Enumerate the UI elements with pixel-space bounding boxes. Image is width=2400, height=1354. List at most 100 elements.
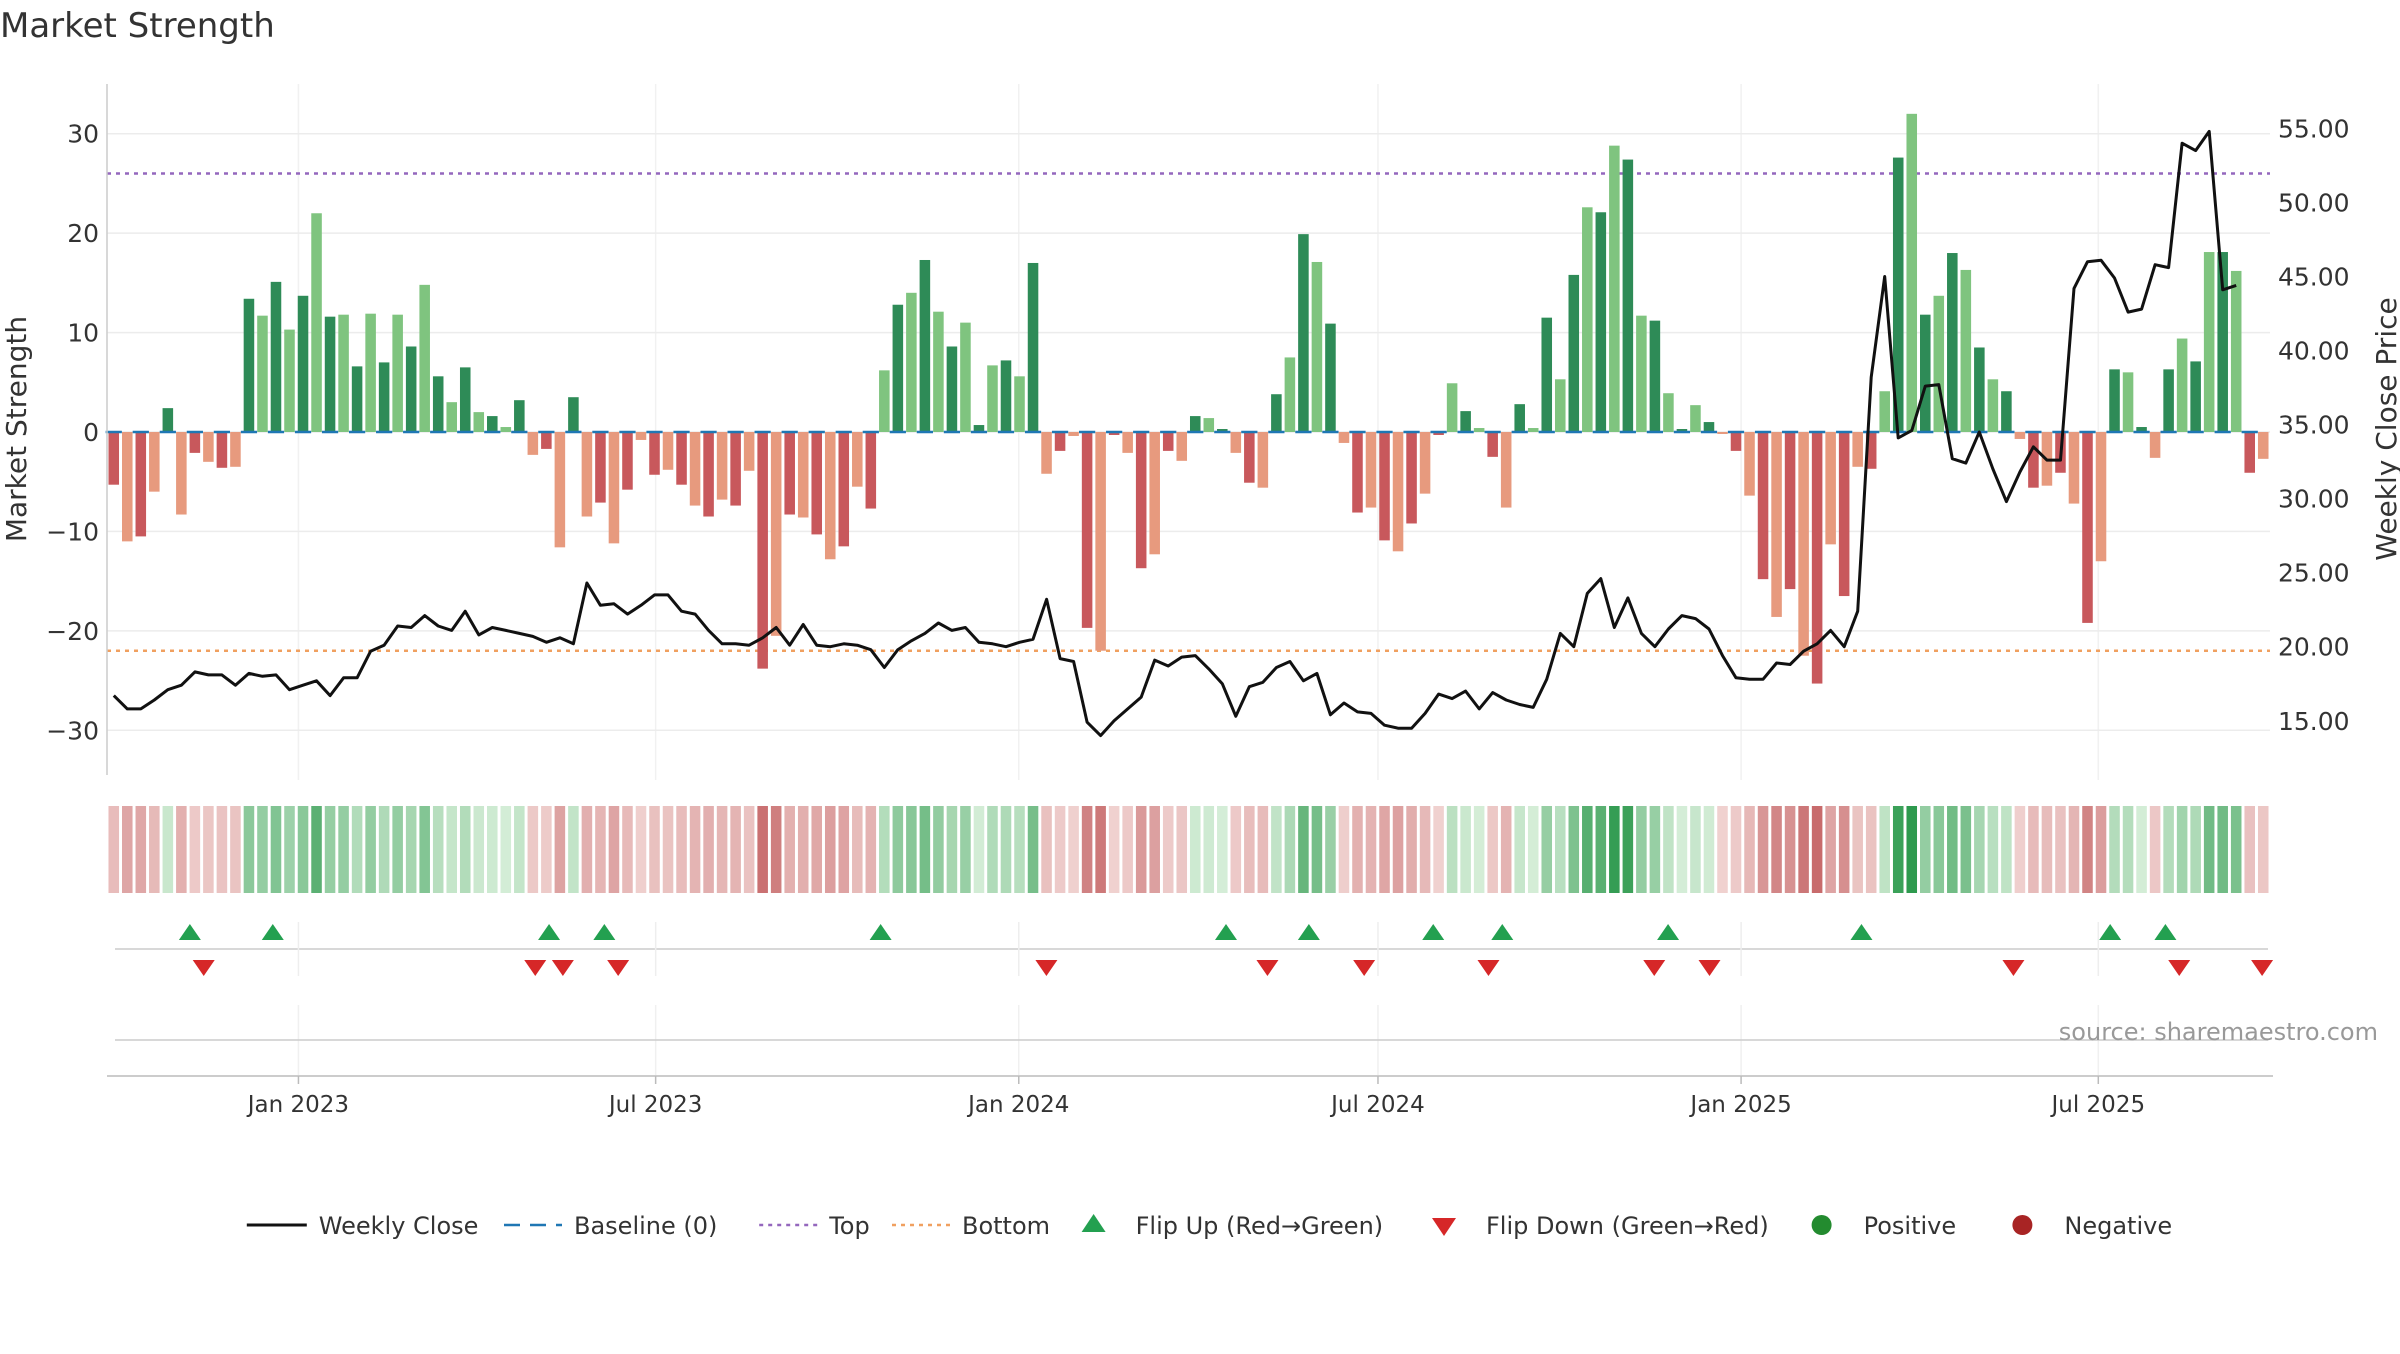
heat-cell (1811, 806, 1823, 893)
strength-bar (1338, 432, 1350, 443)
heat-cell (933, 806, 944, 893)
heat-cell (1960, 806, 1972, 893)
heat-cell (122, 806, 133, 893)
strength-bar (1852, 432, 1863, 467)
heat-cell (1365, 806, 1377, 893)
y-axis-label-right: Weekly Close Price (2370, 297, 2400, 560)
heat-cell (946, 806, 958, 893)
flip-up-marker (1297, 924, 1320, 940)
strength-bar (716, 432, 728, 500)
heat-cell (108, 806, 120, 893)
heat-cell (149, 806, 160, 893)
strength-bar (1514, 404, 1525, 432)
strength-bar (1176, 432, 1188, 461)
legend-item: Top (759, 1212, 870, 1240)
strength-bar (946, 346, 958, 432)
strength-bar (1771, 432, 1782, 617)
heat-cell (1203, 806, 1215, 893)
strength-bar (1244, 432, 1255, 483)
heat-cell (838, 806, 850, 893)
heat-cell (568, 806, 579, 893)
strength-bar (392, 314, 403, 432)
strength-bar (1095, 432, 1106, 651)
heat-cell (2149, 806, 2161, 893)
heat-cell (284, 806, 295, 893)
strength-bar (2136, 427, 2147, 432)
heat-cell (270, 806, 282, 893)
heat-cell (865, 806, 877, 893)
heat-cell (1906, 806, 1918, 893)
strength-bar (473, 412, 485, 432)
heat-cell (635, 806, 647, 893)
flip-down-marker (1477, 960, 1500, 976)
heat-cell (1649, 806, 1661, 893)
strength-bar (2176, 338, 2188, 432)
weekly-close-line (112, 129, 2237, 738)
strength-bar (1203, 418, 1215, 432)
heat-cell (541, 806, 552, 893)
strength-bar (1419, 432, 1431, 494)
strength-bar (1500, 432, 1512, 508)
flip-up-marker (1422, 924, 1445, 940)
strength-bar (2190, 361, 2201, 432)
strength-bar (1960, 269, 1972, 432)
strength-bar (743, 432, 755, 471)
strength-bar (311, 213, 322, 432)
heat-cell (459, 806, 471, 893)
legend-swatch-triangle-up (1081, 1214, 1106, 1232)
heat-cell (797, 806, 809, 893)
strength-bar (270, 281, 282, 432)
strength-bar (514, 400, 525, 432)
strength-bar (324, 316, 336, 432)
strength-bar (622, 432, 633, 490)
flip-up-marker (2154, 924, 2177, 940)
heat-cell (2055, 806, 2066, 893)
strength-bar (770, 432, 782, 636)
heat-cell (1541, 806, 1553, 893)
heat-cell (757, 806, 768, 893)
heat-cell (1257, 806, 1269, 893)
heat-cell (1081, 806, 1093, 893)
strength-bar (1162, 432, 1174, 451)
strength-bar (2001, 391, 2012, 432)
strength-bar (2217, 252, 2228, 432)
heat-cell (2203, 806, 2215, 893)
strength-bar (162, 408, 174, 432)
legend: Weekly Close Baseline (0) Top Bottom Flip Up… (246, 1212, 2172, 1240)
strength-bar (1081, 432, 1093, 628)
strength-bar (1879, 391, 1890, 432)
heat-cell (608, 806, 620, 893)
heat-cell (743, 806, 755, 893)
heat-cell (1122, 806, 1133, 893)
flip-markers (115, 922, 2274, 976)
strength-bar (2244, 432, 2255, 473)
heat-cell (2257, 806, 2269, 893)
flip-up-marker (593, 924, 616, 940)
strength-heat-strip (108, 806, 2269, 893)
strength-bar (973, 425, 985, 432)
strength-bar (2149, 432, 2161, 458)
flip-up-marker (1850, 924, 1873, 940)
heat-cell (1419, 806, 1431, 893)
strength-bar (446, 402, 458, 432)
heat-cell (1919, 806, 1931, 893)
strength-bar (581, 432, 593, 517)
heat-cell (1744, 806, 1755, 893)
heat-cell (716, 806, 728, 893)
strength-bar (257, 315, 268, 432)
x-tick-label: Jul 2025 (2049, 1092, 2145, 1118)
legend-label: Weekly Close (319, 1212, 479, 1240)
chart-title: Market Strength (0, 6, 275, 46)
heat-cell (2082, 806, 2093, 893)
heat-cell (973, 806, 985, 893)
heat-cell (919, 806, 931, 893)
flip-up-marker (538, 924, 561, 940)
strength-bar (1041, 432, 1052, 474)
strength-bar (1027, 262, 1039, 432)
strength-bar (1554, 379, 1566, 432)
strength-bar (1446, 383, 1458, 432)
strength-bar (2257, 432, 2269, 459)
reference-lines (107, 172, 2270, 652)
strength-bar (824, 432, 836, 560)
